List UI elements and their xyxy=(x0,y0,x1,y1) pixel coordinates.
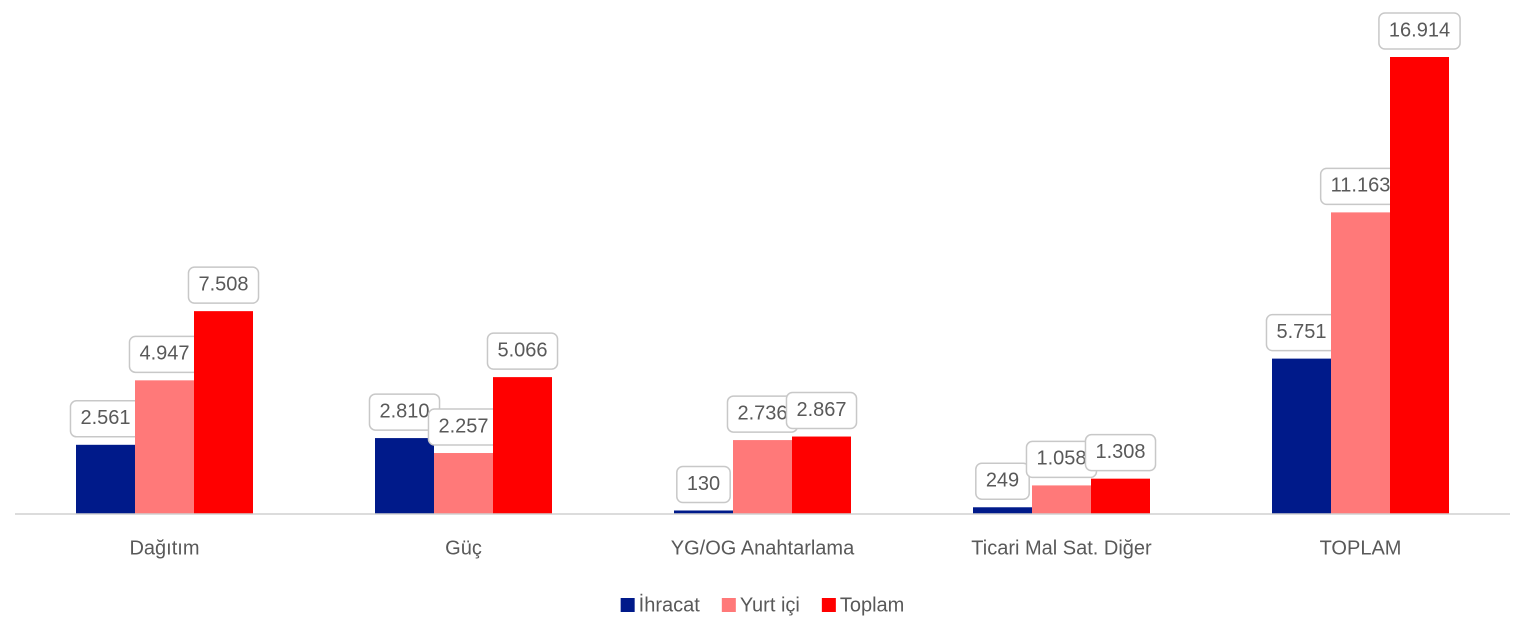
data-label: 2.736 xyxy=(726,395,799,433)
legend-label: Toplam xyxy=(840,594,904,616)
bar xyxy=(674,510,733,514)
bar xyxy=(1390,57,1449,514)
data-label: 1.058 xyxy=(1025,440,1098,479)
value-label: 1.308 xyxy=(1095,441,1145,463)
label-box xyxy=(187,266,260,304)
legend: İhracat Yurt içi Toplam xyxy=(620,593,904,616)
legend-label: Yurt içi xyxy=(740,594,800,616)
bar xyxy=(1331,212,1390,515)
bar xyxy=(135,380,194,514)
label-box xyxy=(1378,12,1461,50)
x-tick-label: Dağıtım xyxy=(129,537,199,559)
legend-swatch xyxy=(620,598,635,612)
value-label: 249 xyxy=(986,470,1019,492)
x-tick-label: Güç xyxy=(445,537,482,559)
data-label: 7.508 xyxy=(187,266,260,304)
bar xyxy=(792,436,851,514)
bar xyxy=(1272,358,1331,514)
bar xyxy=(434,453,493,514)
data-label: 4.947 xyxy=(128,335,201,374)
value-label: 2.867 xyxy=(796,399,846,421)
value-label: 1.058 xyxy=(1036,448,1086,470)
value-label: 5.751 xyxy=(1276,321,1326,343)
value-label: 2.736 xyxy=(737,402,787,424)
bar xyxy=(493,377,552,514)
bar xyxy=(76,444,135,514)
value-label: 2.561 xyxy=(80,407,130,429)
data-label: 2.257 xyxy=(427,408,500,446)
legend-label: İhracat xyxy=(639,593,701,616)
x-tick-label: TOPLAM xyxy=(1320,537,1402,559)
legend-swatch xyxy=(821,598,836,612)
value-label: 11.163 xyxy=(1331,175,1391,197)
value-label: 2.810 xyxy=(379,400,429,422)
legend-swatch xyxy=(721,598,736,612)
value-label: 130 xyxy=(687,473,720,495)
x-tick-label: YG/OG Anahtarlama xyxy=(671,537,855,559)
value-label: 2.257 xyxy=(438,415,488,437)
data-label: 5.751 xyxy=(1265,313,1338,352)
data-label: 249 xyxy=(975,462,1030,501)
label-box xyxy=(785,391,858,430)
value-label: 16.914 xyxy=(1389,19,1450,41)
data-label: 5.066 xyxy=(486,332,559,370)
label-box xyxy=(486,332,559,370)
bar xyxy=(733,440,792,514)
bar xyxy=(194,311,253,514)
bar xyxy=(973,507,1032,514)
value-label: 4.947 xyxy=(139,343,189,365)
data-label: 2.867 xyxy=(785,391,858,430)
value-label: 7.508 xyxy=(198,273,248,295)
value-label: 5.066 xyxy=(497,339,547,361)
label-box xyxy=(975,462,1030,501)
label-box xyxy=(676,465,731,504)
bar xyxy=(1032,485,1091,514)
label-box xyxy=(1084,433,1157,472)
x-tick-label: Ticari Mal Sat. Diğer xyxy=(971,537,1152,559)
data-label: 11.163 xyxy=(1319,167,1402,206)
bar xyxy=(1091,478,1150,514)
data-label: 130 xyxy=(676,465,731,504)
data-label: 16.914 xyxy=(1378,12,1461,50)
data-label: 2.561 xyxy=(69,400,142,438)
data-label: 1.308 xyxy=(1084,433,1157,472)
bar xyxy=(375,438,434,514)
